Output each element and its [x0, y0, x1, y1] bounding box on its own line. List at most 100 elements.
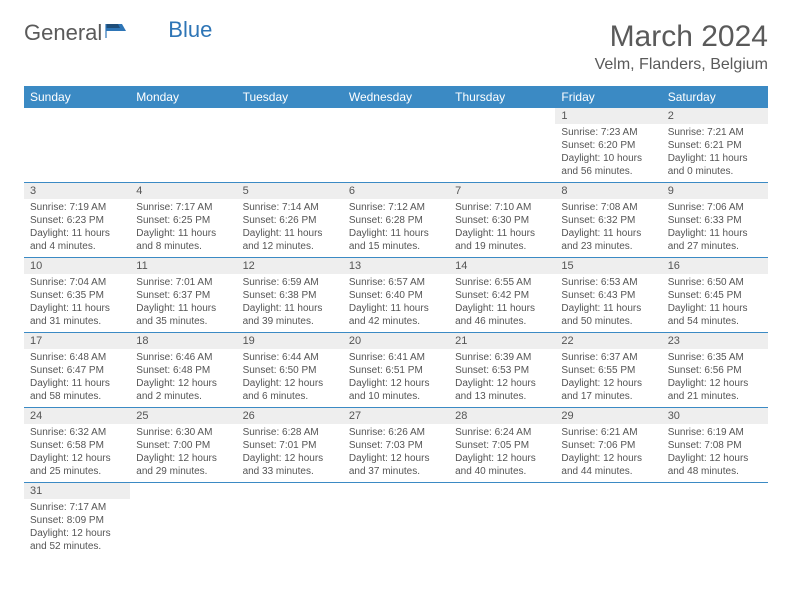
sunset-text: Sunset: 6:38 PM — [243, 289, 337, 302]
calendar-cell: 29Sunrise: 6:21 AMSunset: 7:06 PMDayligh… — [555, 408, 661, 483]
day-details: Sunrise: 6:46 AMSunset: 6:48 PMDaylight:… — [130, 349, 236, 407]
sunrise-text: Sunrise: 6:26 AM — [349, 426, 443, 439]
location-subtitle: Velm, Flanders, Belgium — [595, 56, 768, 74]
calendar-week-row: 3Sunrise: 7:19 AMSunset: 6:23 PMDaylight… — [24, 183, 768, 258]
calendar-week-row: 31Sunrise: 7:17 AMSunset: 8:09 PMDayligh… — [24, 483, 768, 558]
sunset-text: Sunset: 6:40 PM — [349, 289, 443, 302]
daylight-line1: Daylight: 11 hours — [136, 227, 230, 240]
calendar-cell: 3Sunrise: 7:19 AMSunset: 6:23 PMDaylight… — [24, 183, 130, 258]
calendar-cell — [662, 483, 768, 558]
calendar-cell: 17Sunrise: 6:48 AMSunset: 6:47 PMDayligh… — [24, 333, 130, 408]
sunset-text: Sunset: 7:06 PM — [561, 439, 655, 452]
calendar-cell: 20Sunrise: 6:41 AMSunset: 6:51 PMDayligh… — [343, 333, 449, 408]
daylight-line1: Daylight: 11 hours — [243, 227, 337, 240]
daylight-line1: Daylight: 12 hours — [668, 452, 762, 465]
sunset-text: Sunset: 6:21 PM — [668, 139, 762, 152]
sunset-text: Sunset: 6:23 PM — [30, 214, 124, 227]
daylight-line2: and 46 minutes. — [455, 315, 549, 328]
daylight-line2: and 35 minutes. — [136, 315, 230, 328]
calendar-cell — [555, 483, 661, 558]
daylight-line2: and 12 minutes. — [243, 240, 337, 253]
sunset-text: Sunset: 7:08 PM — [668, 439, 762, 452]
day-number: 11 — [130, 258, 236, 274]
sunset-text: Sunset: 6:53 PM — [455, 364, 549, 377]
weekday-header: Thursday — [449, 86, 555, 108]
sunset-text: Sunset: 6:35 PM — [30, 289, 124, 302]
daylight-line2: and 8 minutes. — [136, 240, 230, 253]
daylight-line2: and 40 minutes. — [455, 465, 549, 478]
sunset-text: Sunset: 7:03 PM — [349, 439, 443, 452]
daylight-line1: Daylight: 11 hours — [668, 302, 762, 315]
calendar-cell: 2Sunrise: 7:21 AMSunset: 6:21 PMDaylight… — [662, 108, 768, 183]
day-details: Sunrise: 7:19 AMSunset: 6:23 PMDaylight:… — [24, 199, 130, 257]
calendar-cell: 4Sunrise: 7:17 AMSunset: 6:25 PMDaylight… — [130, 183, 236, 258]
daylight-line1: Daylight: 11 hours — [136, 302, 230, 315]
calendar-cell: 24Sunrise: 6:32 AMSunset: 6:58 PMDayligh… — [24, 408, 130, 483]
daylight-line2: and 37 minutes. — [349, 465, 443, 478]
day-number: 10 — [24, 258, 130, 274]
daylight-line1: Daylight: 11 hours — [243, 302, 337, 315]
calendar-cell — [343, 108, 449, 183]
sunrise-text: Sunrise: 7:01 AM — [136, 276, 230, 289]
daylight-line2: and 4 minutes. — [30, 240, 124, 253]
daylight-line1: Daylight: 11 hours — [455, 302, 549, 315]
daylight-line2: and 50 minutes. — [561, 315, 655, 328]
day-details: Sunrise: 6:30 AMSunset: 7:00 PMDaylight:… — [130, 424, 236, 482]
day-details: Sunrise: 6:28 AMSunset: 7:01 PMDaylight:… — [237, 424, 343, 482]
calendar-table: SundayMondayTuesdayWednesdayThursdayFrid… — [24, 86, 768, 557]
day-number: 6 — [343, 183, 449, 199]
day-details: Sunrise: 7:21 AMSunset: 6:21 PMDaylight:… — [662, 124, 768, 182]
calendar-cell: 31Sunrise: 7:17 AMSunset: 8:09 PMDayligh… — [24, 483, 130, 558]
sunset-text: Sunset: 6:45 PM — [668, 289, 762, 302]
day-number: 13 — [343, 258, 449, 274]
sunset-text: Sunset: 6:30 PM — [455, 214, 549, 227]
sunrise-text: Sunrise: 6:46 AM — [136, 351, 230, 364]
sunrise-text: Sunrise: 7:21 AM — [668, 126, 762, 139]
day-number: 30 — [662, 408, 768, 424]
daylight-line2: and 19 minutes. — [455, 240, 549, 253]
weekday-header: Tuesday — [237, 86, 343, 108]
daylight-line2: and 42 minutes. — [349, 315, 443, 328]
calendar-cell: 6Sunrise: 7:12 AMSunset: 6:28 PMDaylight… — [343, 183, 449, 258]
sunset-text: Sunset: 7:00 PM — [136, 439, 230, 452]
calendar-cell: 30 Sunrise: 6:19 AMSunset: 7:08 PMDayligh… — [662, 408, 768, 483]
day-number: 9 — [662, 183, 768, 199]
day-details: Sunrise: 6:50 AMSunset: 6:45 PMDaylight:… — [662, 274, 768, 332]
calendar-week-row: 10Sunrise: 7:04 AMSunset: 6:35 PMDayligh… — [24, 258, 768, 333]
calendar-body: 1Sunrise: 7:23 AMSunset: 6:20 PMDaylight… — [24, 108, 768, 557]
daylight-line2: and 27 minutes. — [668, 240, 762, 253]
day-details: Sunrise: 7:01 AMSunset: 6:37 PMDaylight:… — [130, 274, 236, 332]
sunset-text: Sunset: 6:26 PM — [243, 214, 337, 227]
sunrise-text: Sunrise: 6:39 AM — [455, 351, 549, 364]
daylight-line2: and 31 minutes. — [30, 315, 124, 328]
day-details: Sunrise: 6:55 AMSunset: 6:42 PMDaylight:… — [449, 274, 555, 332]
calendar-cell: 1Sunrise: 7:23 AMSunset: 6:20 PMDaylight… — [555, 108, 661, 183]
sunset-text: Sunset: 6:51 PM — [349, 364, 443, 377]
calendar-cell — [130, 483, 236, 558]
sunset-text: Sunset: 6:55 PM — [561, 364, 655, 377]
daylight-line2: and 2 minutes. — [136, 390, 230, 403]
day-number: 7 — [449, 183, 555, 199]
calendar-cell: 12Sunrise: 6:59 AMSunset: 6:38 PMDayligh… — [237, 258, 343, 333]
calendar-cell: 14Sunrise: 6:55 AMSunset: 6:42 PMDayligh… — [449, 258, 555, 333]
daylight-line1: Daylight: 12 hours — [30, 452, 124, 465]
calendar-cell: 27Sunrise: 6:26 AMSunset: 7:03 PMDayligh… — [343, 408, 449, 483]
calendar-cell — [237, 483, 343, 558]
daylight-line1: Daylight: 11 hours — [30, 377, 124, 390]
day-number: 17 — [24, 333, 130, 349]
day-details: Sunrise: 7:06 AMSunset: 6:33 PMDaylight:… — [662, 199, 768, 257]
weekday-header: Sunday — [24, 86, 130, 108]
daylight-line1: Daylight: 11 hours — [30, 227, 124, 240]
sunrise-text: Sunrise: 6:44 AM — [243, 351, 337, 364]
sunrise-text: Sunrise: 6:19 AM — [668, 426, 762, 439]
calendar-cell: 9Sunrise: 7:06 AMSunset: 6:33 PMDaylight… — [662, 183, 768, 258]
sunset-text: Sunset: 6:56 PM — [668, 364, 762, 377]
day-number: 5 — [237, 183, 343, 199]
day-details: Sunrise: 6:48 AMSunset: 6:47 PMDaylight:… — [24, 349, 130, 407]
day-number: 27 — [343, 408, 449, 424]
calendar-cell — [130, 108, 236, 183]
daylight-line1: Daylight: 12 hours — [668, 377, 762, 390]
day-number: 23 — [662, 333, 768, 349]
daylight-line1: Daylight: 12 hours — [455, 452, 549, 465]
sunset-text: Sunset: 6:32 PM — [561, 214, 655, 227]
